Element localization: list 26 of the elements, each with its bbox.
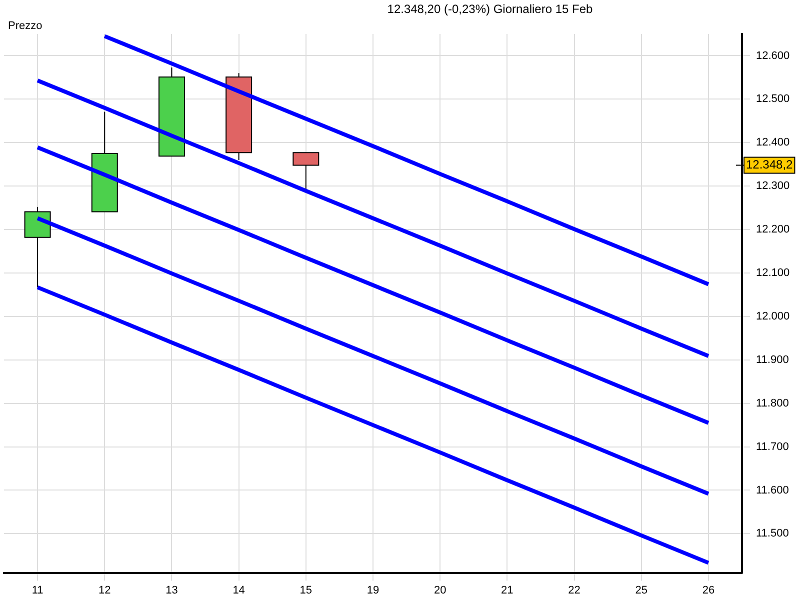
y-tick-label: 12.000 [756,310,790,322]
y-tick-label: 12.300 [756,180,790,192]
y-tick-label: 11.500 [756,528,789,540]
y-tick-label: 12.600 [756,50,790,62]
y-tick-label: 11.700 [756,440,789,453]
x-tick-label: 20 [434,584,446,596]
x-tick-label: 11 [32,584,44,596]
chart-title: 12.348,20 (-0,23%) Giornaliero 15 Feb [386,1,594,18]
x-tick-label: 19 [366,584,380,596]
x-tick-label: 13 [166,584,178,596]
x-tick-label: 12 [98,584,111,596]
y-tick-label: 12.100 [756,267,790,280]
x-tick-label: 25 [635,584,648,596]
text: 12.348,2 [746,158,794,172]
x-tick-label: 26 [702,584,715,596]
y-tick-label: 12.500 [756,93,790,106]
x-tick-label: 21 [501,584,514,596]
chart-subtitle: Prezzo [8,20,42,32]
x-tick-label: 14 [232,584,245,596]
x-tick-label: 15 [300,584,312,596]
y-tick-label: 12.400 [756,136,790,149]
x-tick-label: 22 [568,584,580,596]
y-tick-label: 11.600 [756,484,789,496]
y-tick-label: 11.800 [756,397,789,410]
y-tick-label: 11.900 [756,354,789,366]
y-tick-label: 12.200 [756,224,790,236]
